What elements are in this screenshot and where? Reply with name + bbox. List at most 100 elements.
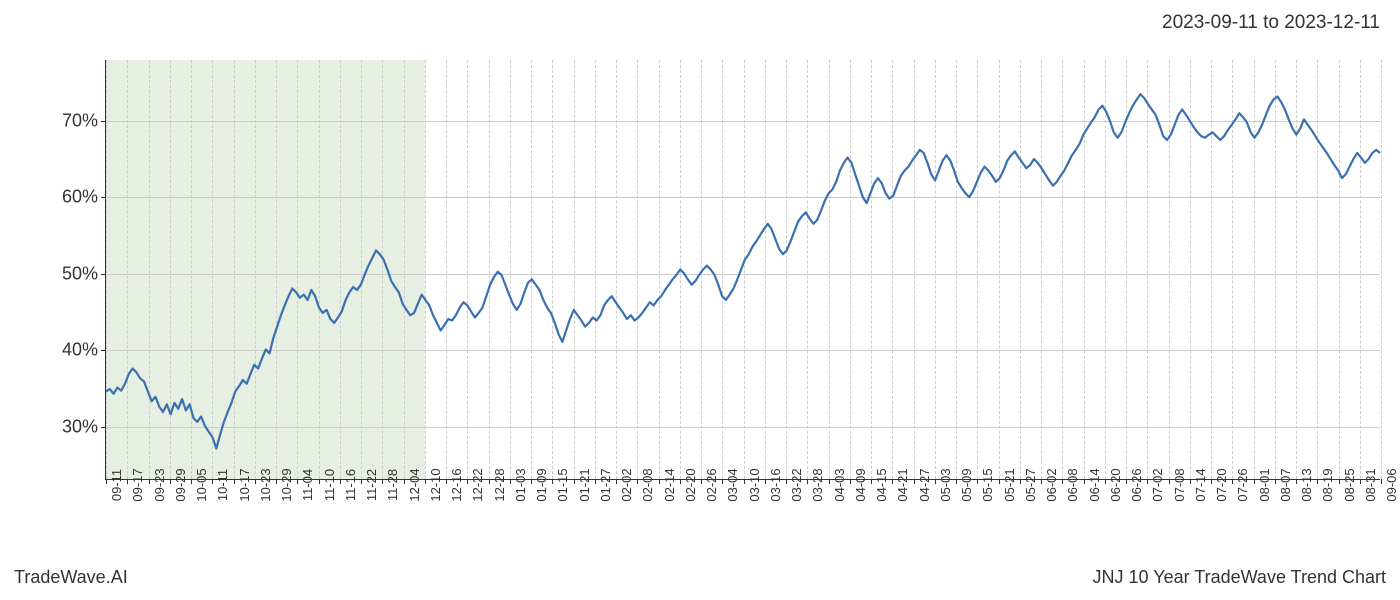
x-tick-mark — [850, 479, 851, 484]
x-tick-label: 11-28 — [385, 469, 400, 501]
x-tick-mark — [701, 479, 702, 484]
x-tick-mark — [914, 479, 915, 484]
x-tick-label: 08-31 — [1363, 468, 1378, 501]
x-tick-mark — [319, 479, 320, 484]
x-tick-label: 06-02 — [1044, 468, 1059, 501]
y-tick-mark — [101, 274, 106, 275]
x-tick-label: 01-09 — [534, 468, 549, 501]
x-tick-label: 04-09 — [853, 468, 868, 501]
x-tick-mark — [1296, 479, 1297, 484]
x-tick-label: 06-20 — [1108, 468, 1123, 501]
x-tick-mark — [234, 479, 235, 484]
y-tick-mark — [101, 350, 106, 351]
footer-brand: TradeWave.AI — [14, 567, 128, 588]
x-tick-label: 12-16 — [449, 468, 464, 501]
y-tick-label: 70% — [62, 111, 98, 132]
x-tick-mark — [510, 479, 511, 484]
x-tick-mark — [935, 479, 936, 484]
x-tick-mark — [892, 479, 893, 484]
x-tick-label: 02-02 — [619, 468, 634, 501]
x-tick-label: 12-28 — [492, 468, 507, 501]
x-tick-label: 01-15 — [555, 468, 570, 501]
x-tick-label: 09-29 — [173, 468, 188, 501]
x-tick-label: 04-15 — [874, 468, 889, 501]
y-tick-label: 50% — [62, 263, 98, 284]
x-tick-mark — [871, 479, 872, 484]
x-tick-mark — [1339, 479, 1340, 484]
x-tick-label: 06-26 — [1129, 468, 1144, 501]
x-tick-label: 09-17 — [130, 468, 145, 501]
x-tick-label: 03-04 — [725, 468, 740, 501]
x-tick-label: 04-27 — [917, 468, 932, 501]
y-tick-mark — [101, 121, 106, 122]
x-tick-label: 05-21 — [1002, 468, 1017, 501]
x-tick-mark — [170, 479, 171, 484]
x-tick-label: 02-20 — [683, 468, 698, 501]
x-tick-mark — [659, 479, 660, 484]
x-tick-label: 08-19 — [1320, 468, 1335, 501]
x-tick-label: 09-23 — [152, 468, 167, 501]
x-tick-mark — [255, 479, 256, 484]
x-tick-mark — [340, 479, 341, 484]
date-range-label: 2023-09-11 to 2023-12-11 — [1162, 12, 1380, 34]
x-tick-mark — [1190, 479, 1191, 484]
x-tick-label: 01-03 — [513, 468, 528, 501]
x-tick-label: 07-26 — [1235, 468, 1250, 501]
x-tick-label: 06-08 — [1065, 468, 1080, 501]
x-tick-mark — [1020, 479, 1021, 484]
x-tick-mark — [616, 479, 617, 484]
x-tick-label: 12-04 — [407, 468, 422, 501]
x-tick-mark — [276, 479, 277, 484]
x-tick-mark — [765, 479, 766, 484]
x-tick-label: 03-10 — [747, 468, 762, 501]
x-tick-mark — [1254, 479, 1255, 484]
x-tick-label: 10-29 — [279, 468, 294, 501]
x-tick-label: 07-20 — [1214, 468, 1229, 501]
x-tick-mark — [956, 479, 957, 484]
y-tick-label: 30% — [62, 416, 98, 437]
x-tick-mark — [297, 479, 298, 484]
x-tick-mark — [744, 479, 745, 484]
x-tick-mark — [361, 479, 362, 484]
x-tick-mark — [786, 479, 787, 484]
x-tick-mark — [382, 479, 383, 484]
x-tick-mark — [467, 479, 468, 484]
x-gridline — [1381, 60, 1382, 479]
trend-line — [106, 94, 1380, 448]
x-tick-label: 04-21 — [895, 468, 910, 501]
x-tick-mark — [191, 479, 192, 484]
x-tick-mark — [446, 479, 447, 484]
footer-title: JNJ 10 Year TradeWave Trend Chart — [1093, 567, 1386, 588]
x-tick-label: 11-04 — [300, 469, 315, 501]
x-tick-label: 12-22 — [470, 468, 485, 501]
x-tick-mark — [1084, 479, 1085, 484]
x-tick-label: 07-02 — [1150, 468, 1165, 501]
x-tick-label: 10-05 — [194, 468, 209, 501]
x-tick-mark — [1147, 479, 1148, 484]
chart-plot-area — [105, 60, 1380, 480]
x-tick-label: 06-14 — [1087, 468, 1102, 501]
x-tick-mark — [149, 479, 150, 484]
x-tick-label: 03-22 — [789, 468, 804, 501]
x-tick-label: 10-11 — [215, 469, 230, 501]
x-tick-mark — [212, 479, 213, 484]
x-tick-label: 04-03 — [832, 468, 847, 501]
x-tick-label: 08-13 — [1299, 468, 1314, 501]
x-tick-mark — [1211, 479, 1212, 484]
x-tick-mark — [595, 479, 596, 484]
x-tick-mark — [531, 479, 532, 484]
x-tick-mark — [1360, 479, 1361, 484]
x-tick-mark — [1275, 479, 1276, 484]
x-tick-label: 02-08 — [640, 468, 655, 501]
y-tick-mark — [101, 427, 106, 428]
x-tick-label: 10-17 — [237, 468, 252, 501]
x-tick-label: 08-01 — [1257, 468, 1272, 501]
x-tick-label: 08-25 — [1342, 468, 1357, 501]
x-tick-label: 05-03 — [938, 468, 953, 501]
x-tick-label: 07-08 — [1172, 468, 1187, 501]
x-tick-label: 05-09 — [959, 468, 974, 501]
x-tick-mark — [1041, 479, 1042, 484]
x-tick-label: 02-26 — [704, 468, 719, 501]
x-tick-label: 01-27 — [598, 468, 613, 501]
x-tick-mark — [807, 479, 808, 484]
